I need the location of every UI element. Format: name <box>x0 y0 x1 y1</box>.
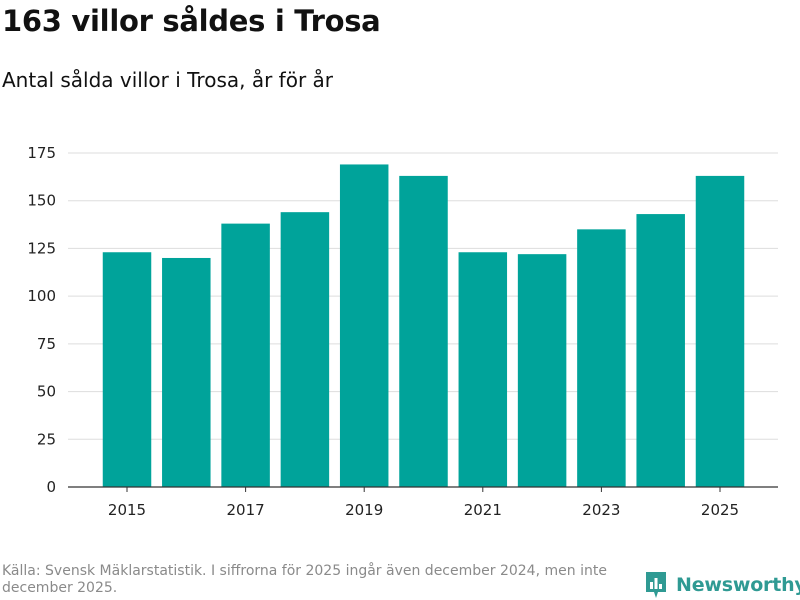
x-tick-label-2025: 2025 <box>701 501 739 519</box>
y-tick-label-0: 0 <box>46 478 56 496</box>
bar-2024 <box>636 214 685 487</box>
x-axis-ticks: 2015 2017 2019 2021 2023 2025 <box>108 487 739 519</box>
chart-title: 163 villor såldes i Trosa <box>2 4 381 38</box>
y-tick-label-100: 100 <box>27 287 56 305</box>
x-tick-label-2015: 2015 <box>108 501 146 519</box>
y-tick-label-50: 50 <box>37 383 56 401</box>
newsworthy-logo-text: Newsworthy <box>676 574 800 596</box>
bar-2025 <box>695 175 745 487</box>
chart-subtitle: Antal sålda villor i Trosa, år för år <box>2 68 334 92</box>
source-note: Källa: Svensk Mäklarstatistik. I siffror… <box>2 563 607 596</box>
bar-2021 <box>458 252 508 487</box>
bar-2019 <box>339 164 389 488</box>
x-tick-label-2017: 2017 <box>227 501 265 519</box>
newsworthy-logo-icon <box>646 572 666 598</box>
bar-2017 <box>221 223 270 488</box>
bar-chart: 0 25 50 75 100 125 150 175 2015 2017 2019 2021 2023… <box>27 144 778 519</box>
newsworthy-logo: Newsworthy <box>644 570 800 600</box>
x-tick-label-2019: 2019 <box>345 501 383 519</box>
bar-2016 <box>162 257 211 487</box>
y-tick-label-25: 25 <box>37 430 56 448</box>
x-tick-label-2023: 2023 <box>582 501 620 519</box>
x-tick-label-2021: 2021 <box>464 501 502 519</box>
y-tick-label-125: 125 <box>27 239 56 257</box>
bar-2018 <box>280 212 330 487</box>
bar-2020 <box>399 175 448 487</box>
bars <box>102 164 745 488</box>
y-tick-label-150: 150 <box>27 192 56 210</box>
y-tick-label-175: 175 <box>27 144 56 162</box>
y-axis-ticks: 0 25 50 75 100 125 150 175 <box>27 144 56 496</box>
bar-2022 <box>517 254 567 487</box>
y-tick-label-75: 75 <box>37 335 56 353</box>
bar-2015 <box>102 252 152 487</box>
bar-2023 <box>577 229 626 488</box>
